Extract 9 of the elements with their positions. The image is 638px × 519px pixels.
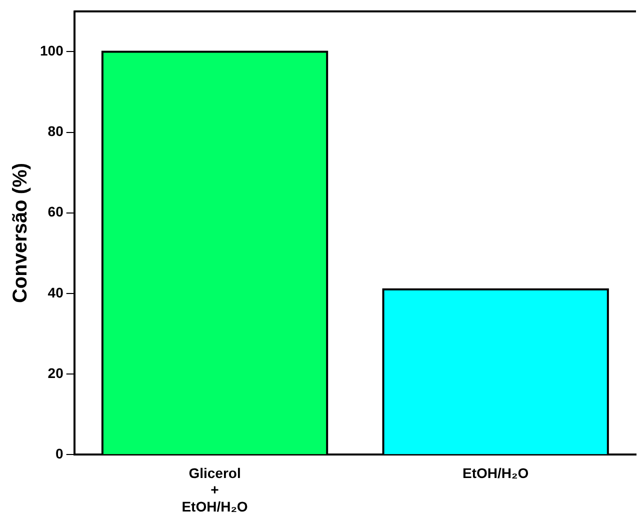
y-tick-label: 100 xyxy=(40,42,64,59)
y-tick-label: 20 xyxy=(48,364,64,381)
y-tick-label: 0 xyxy=(56,445,64,462)
x-tick-label: Glicerol + EtOH/H₂O xyxy=(182,464,248,514)
x-tick-label: EtOH/H₂O xyxy=(462,464,529,481)
y-tick-label: 40 xyxy=(48,284,64,300)
y-axis-title: Conversão (%) xyxy=(10,162,32,304)
y-tick-label: 80 xyxy=(48,123,64,140)
y-tick-label: 60 xyxy=(48,204,64,220)
